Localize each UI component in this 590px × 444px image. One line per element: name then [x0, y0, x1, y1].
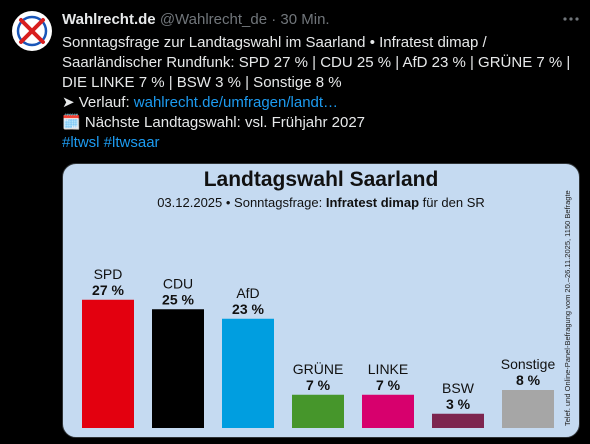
- calendar-icon: 🗓️: [62, 114, 81, 131]
- bar-bsw: [432, 413, 484, 428]
- verlauf-label: Verlauf:: [74, 94, 134, 111]
- bar-linke: [362, 394, 414, 428]
- bar-sonstige: [502, 390, 554, 428]
- separator-dot: ·: [271, 11, 277, 28]
- category-label: BSW: [442, 380, 475, 396]
- category-label: CDU: [163, 275, 193, 291]
- tweet-text: Sonntagsfrage zur Landtagswahl im Saarla…: [62, 33, 572, 153]
- tweet-line: Saarländischer Rundfunk: SPD 27 % | CDU …: [62, 54, 571, 71]
- next-election-line: 🗓️ Nächste Landtagswahl: vsl. Frühjahr 2…: [62, 113, 572, 133]
- value-label: 25 %: [162, 291, 194, 307]
- bar-cdu: [152, 309, 204, 428]
- bar-afd: [222, 318, 274, 428]
- crossed-ballot-icon: [16, 15, 48, 47]
- tweet-line: Sonntagsfrage zur Landtagswahl im Saarla…: [62, 34, 487, 51]
- more-options-icon[interactable]: [559, 11, 583, 27]
- category-label: GRÜNE: [293, 360, 344, 377]
- bar-grüne: [292, 394, 344, 428]
- arrow-icon: ➤: [62, 94, 75, 111]
- subtitle-institute: Infratest dimap: [325, 195, 420, 210]
- value-label: 8 %: [516, 372, 541, 388]
- bar-spd: [82, 299, 134, 428]
- next-election-text: Nächste Landtagswahl: vsl. Frühjahr 2027: [80, 114, 366, 131]
- author-name[interactable]: Wahlrecht.de: [62, 11, 156, 28]
- avatar[interactable]: [12, 11, 52, 51]
- value-label: 3 %: [446, 396, 471, 412]
- verlauf-line: ➤ Verlauf: wahlrecht.de/umfragen/landt…: [62, 93, 572, 113]
- tweet-line: DIE LINKE 7 % | BSW 3 % | Sonstige 8 %: [62, 74, 342, 91]
- tweet-header: Wahlrecht.de @Wahlrecht_de · 30 Min.: [62, 10, 330, 30]
- subtitle-suffix: für den SR: [419, 195, 485, 210]
- hashtags[interactable]: #ltwsl #ltwsaar: [62, 134, 160, 151]
- category-label: SPD: [94, 266, 123, 282]
- chart-title: Landtagswahl Saarland: [203, 168, 439, 191]
- category-label: AfD: [236, 285, 259, 301]
- verlauf-link[interactable]: wahlrecht.de/umfragen/landt…: [133, 94, 339, 111]
- category-label: Sonstige: [501, 356, 556, 372]
- author-handle[interactable]: @Wahlrecht_de: [159, 11, 268, 28]
- chart-subtitle: 03.12.2025 • Sonntagsfrage: Infratest di…: [63, 195, 579, 210]
- value-label: 23 %: [232, 301, 264, 317]
- chart-card[interactable]: Landtagswahl Saarland 03.12.2025 • Sonnt…: [62, 163, 580, 438]
- value-label: 7 %: [376, 377, 401, 393]
- category-label: LINKE: [368, 361, 408, 377]
- value-label: 7 %: [306, 377, 331, 393]
- value-label: 27 %: [92, 282, 124, 298]
- timestamp[interactable]: 30 Min.: [280, 11, 330, 28]
- methodology-note: Telef. und Online-Panel-Befragung vom 20…: [563, 190, 572, 426]
- subtitle-date: 03.12.2025 • Sonntagsfrage:: [157, 195, 326, 210]
